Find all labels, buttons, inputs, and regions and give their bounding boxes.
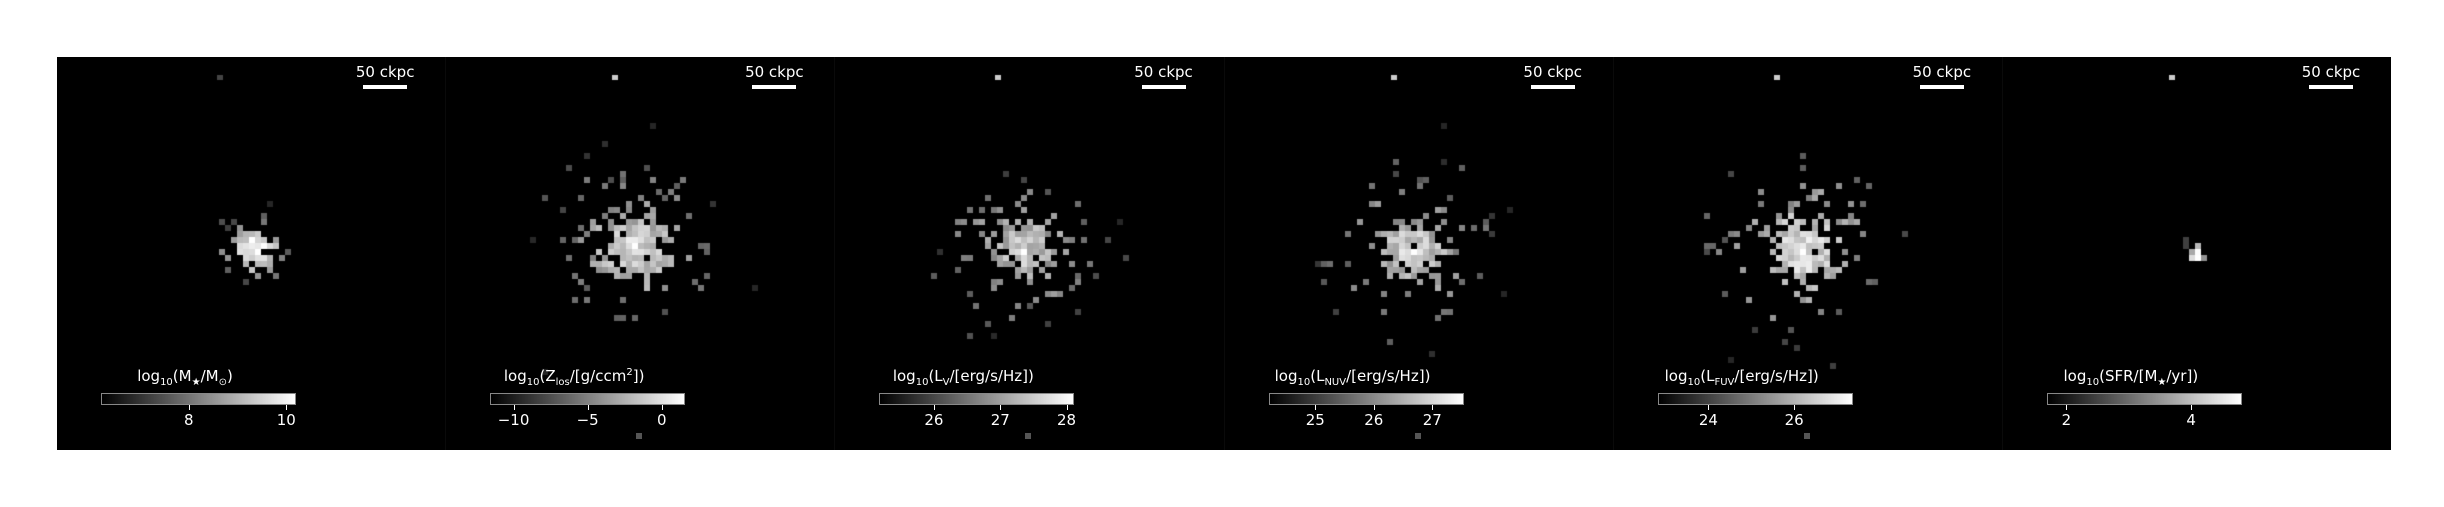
scalebar-line xyxy=(1919,85,1964,89)
colorbar xyxy=(490,393,686,405)
colorbar-tick xyxy=(2191,405,2193,410)
pixel-speck xyxy=(1803,433,1810,439)
galaxy-map-image xyxy=(1224,57,1613,450)
colorbar-tick-label: 25 xyxy=(1305,411,1325,429)
map-panel-1: 50 ckpc log10(M★/M⊙) 8 10 xyxy=(57,57,446,450)
colorbar-title: log10(LFUV/[erg/s/Hz]) xyxy=(1664,367,1819,388)
colorbar-tick-label: 4 xyxy=(2186,411,2196,429)
colorbar-tick xyxy=(1432,405,1434,410)
scalebar-label: 50 ckpc xyxy=(1912,63,1972,81)
galaxy-map-image xyxy=(446,57,835,450)
colorbar-tick-label: 2 xyxy=(2061,411,2072,429)
scalebar-line xyxy=(2309,85,2354,89)
scalebar-label: 50 ckpc xyxy=(745,63,804,81)
colorbar-title: log10(M★/M⊙) xyxy=(137,367,233,388)
colorbar-tick-label: 8 xyxy=(183,411,194,429)
galaxy-map-image xyxy=(1613,57,2002,450)
colorbar-tick-label: 10 xyxy=(276,411,296,429)
colorbar-tick-label: 27 xyxy=(1422,411,1442,429)
colorbar-title: log10(LNUV/[erg/s/Hz]) xyxy=(1274,367,1431,388)
map-panel-6: 50 ckpc log10(SFR/[M★/yr]) 2 4 xyxy=(2001,57,2392,450)
colorbar-title: log10(SFR/[M★/yr]) xyxy=(2063,367,2199,388)
colorbar-tick xyxy=(188,405,190,410)
colorbar xyxy=(2046,393,2242,405)
colorbar-tick-label: −10 xyxy=(497,411,530,429)
map-panel-5: 50 ckpc log10(LFUV/[erg/s/Hz]) 24 26 xyxy=(1612,57,2002,450)
colorbar-tick xyxy=(1315,405,1317,410)
colorbar-tick-label: 26 xyxy=(1784,411,1804,429)
colorbar-tick-label: 26 xyxy=(924,411,944,429)
scalebar-label: 50 ckpc xyxy=(2301,63,2361,81)
colorbar xyxy=(101,393,296,405)
colorbar xyxy=(1657,393,1853,405)
colorbar-tick-label: 24 xyxy=(1698,411,1718,429)
scalebar-line xyxy=(363,85,408,89)
colorbar xyxy=(879,393,1075,405)
colorbar-tick-label: 26 xyxy=(1364,411,1384,429)
scalebar-label: 50 ckpc xyxy=(1523,63,1582,81)
colorbar-tick xyxy=(661,405,663,410)
colorbar-tick xyxy=(1708,405,1710,410)
colorbar-tick xyxy=(933,405,935,410)
colorbar-title: log10(LV/[erg/s/Hz]) xyxy=(892,367,1034,388)
galaxy-map-image xyxy=(835,57,1224,450)
colorbar-tick xyxy=(587,405,589,410)
colorbar-tick-label: −5 xyxy=(576,411,599,429)
colorbar-tick xyxy=(1373,405,1375,410)
colorbar xyxy=(1268,393,1464,405)
scalebar-line xyxy=(1141,85,1186,89)
galaxy-map-image xyxy=(57,57,446,450)
colorbar-tick-label: 27 xyxy=(990,411,1010,429)
colorbar-tick xyxy=(2066,405,2068,410)
colorbar-tick xyxy=(286,405,288,410)
scalebar-label: 50 ckpc xyxy=(1134,63,1193,81)
galaxy-map-image xyxy=(2002,57,2392,450)
image-strip: 50 ckpc log10(M★/M⊙) 8 10 50 ckpc log10(Zlos/… xyxy=(57,57,2392,450)
colorbar-tick-label: 0 xyxy=(656,411,667,429)
scalebar-line xyxy=(752,85,797,89)
colorbar-tick xyxy=(1794,405,1796,410)
pixel-speck xyxy=(1414,433,1421,439)
scalebar-line xyxy=(1530,85,1575,89)
colorbar-tick xyxy=(1066,405,1068,410)
colorbar-tick-label: 28 xyxy=(1056,411,1077,429)
map-panel-4: 50 ckpc log10(LNUV/[erg/s/Hz]) 25 26 27 xyxy=(1223,57,1613,450)
pixel-speck xyxy=(636,433,643,439)
colorbar-title: log10(Zlos/[g/ccm2]) xyxy=(503,367,645,388)
map-panel-3: 50 ckpc log10(LV/[erg/s/Hz]) 26 27 28 xyxy=(834,57,1224,450)
colorbar-tick xyxy=(1000,405,1002,410)
scalebar-label: 50 ckpc xyxy=(355,63,415,81)
colorbar-tick xyxy=(513,405,515,410)
pixel-speck xyxy=(1025,433,1032,439)
map-panel-2: 50 ckpc log10(Zlos/[g/ccm2]) −10 −5 0 xyxy=(445,57,835,450)
